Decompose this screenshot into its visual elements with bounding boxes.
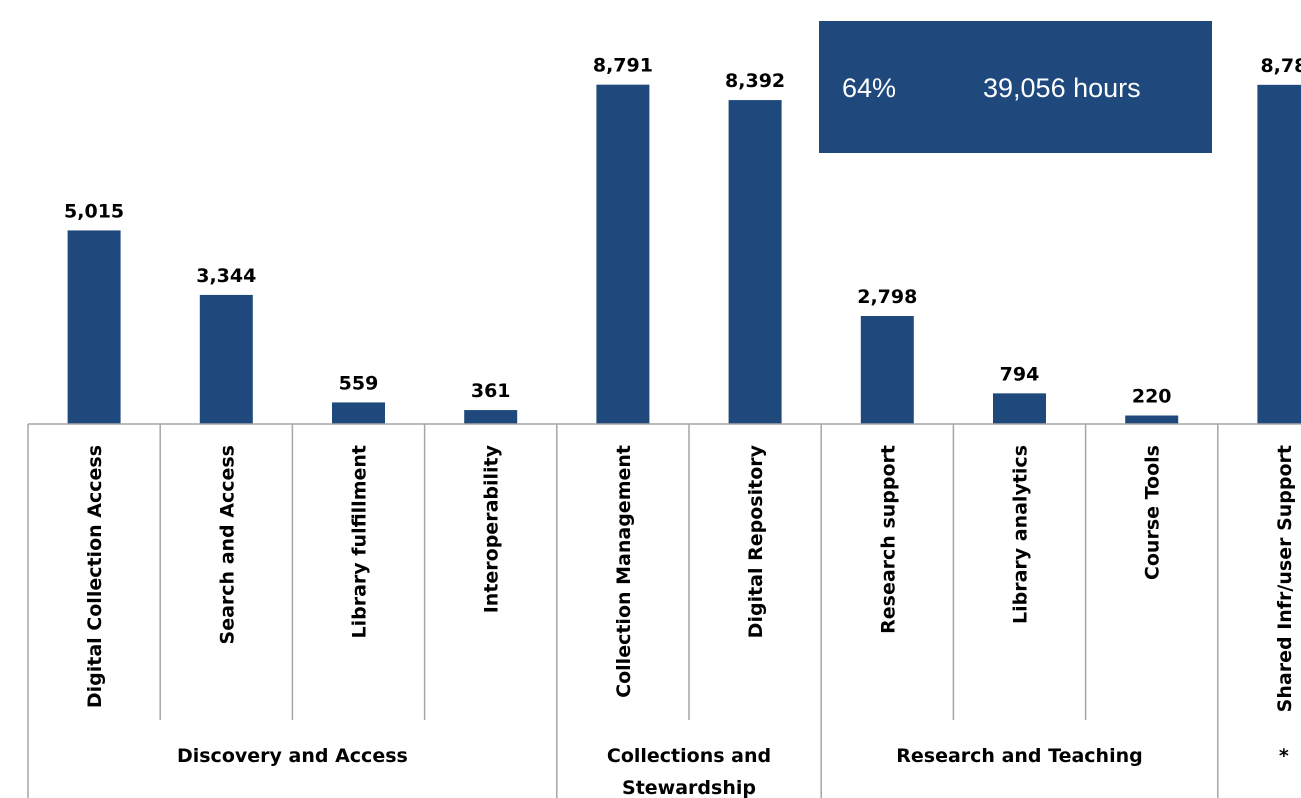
annotation-box xyxy=(819,21,1212,153)
bar xyxy=(332,402,385,424)
bar xyxy=(464,410,518,424)
group-label-line: Collections and xyxy=(607,745,771,767)
group-label-line: Discovery and Access xyxy=(177,745,408,767)
category-label: Library fulfillment xyxy=(349,445,371,639)
bar xyxy=(67,230,121,424)
group-label-line: * xyxy=(1279,745,1289,767)
group-label: Collections and Stewardship xyxy=(607,745,771,798)
category-label: Digital Collection Access xyxy=(84,445,106,708)
value-labels-layer: 5,015 3,344 559 361 8,791 8,392 2,798 794 220 8,7… xyxy=(64,55,1301,408)
category-label: Library analytics xyxy=(1010,445,1032,624)
group-label: * xyxy=(1279,745,1289,767)
axis-layer xyxy=(27,423,1301,798)
category-label: Research support xyxy=(877,445,899,634)
group-label-line: Research and Teaching xyxy=(896,745,1142,767)
bar xyxy=(993,393,1046,424)
bar-value-label: 8,78 xyxy=(1260,55,1301,77)
bar xyxy=(728,100,782,425)
bar xyxy=(199,294,253,424)
bar xyxy=(1125,415,1179,424)
annotation-hours: 39,056 hours xyxy=(983,73,1141,103)
bar-value-label: 8,392 xyxy=(725,70,785,92)
bar-value-label: 3,344 xyxy=(196,265,256,287)
category-label: Search and Access xyxy=(216,445,238,644)
bar xyxy=(1257,84,1301,424)
bars-layer xyxy=(67,84,1301,425)
bar-value-label: 2,798 xyxy=(857,286,917,308)
bar xyxy=(860,315,914,424)
bar-value-label: 8,791 xyxy=(593,55,653,77)
bar-value-label: 5,015 xyxy=(64,200,124,222)
group-labels-layer: Discovery and Access Collections and Stewa… xyxy=(177,745,1289,798)
bar-value-label: 794 xyxy=(1000,363,1040,385)
category-label: Collection Management xyxy=(613,445,635,698)
annotation-percent: 64% xyxy=(842,73,896,103)
category-label: Shared Infr/user Support xyxy=(1274,445,1296,712)
category-labels-layer: Digital Collection Access Search and Acce… xyxy=(84,444,1296,712)
bar-value-label: 220 xyxy=(1132,386,1172,408)
bar xyxy=(596,84,650,425)
bar-value-label: 559 xyxy=(339,372,379,394)
annotation-callout: 64% 39,056 hours xyxy=(819,21,1212,153)
bar-value-label: 361 xyxy=(471,380,511,402)
category-label: Course Tools xyxy=(1142,445,1164,580)
category-label: Interoperability xyxy=(481,444,503,613)
group-label: Discovery and Access xyxy=(177,745,408,767)
group-label-line: Stewardship xyxy=(622,777,756,798)
category-label: Digital Repository xyxy=(745,444,767,638)
group-label: Research and Teaching xyxy=(896,745,1142,767)
